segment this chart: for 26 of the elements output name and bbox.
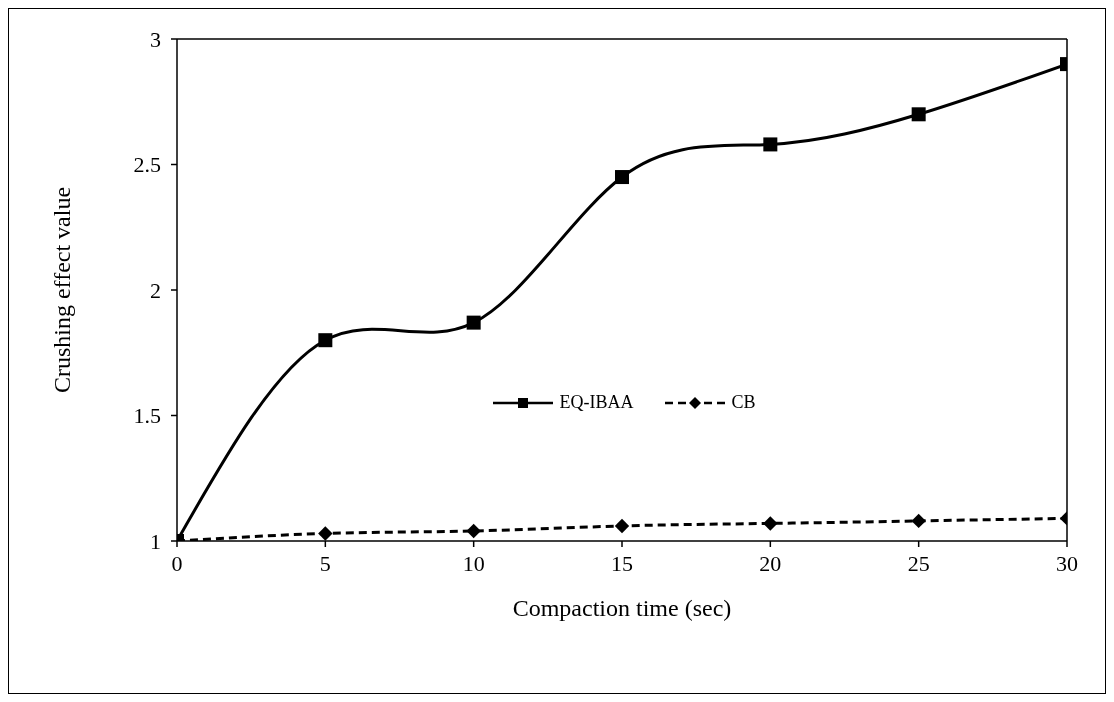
point [466,523,481,539]
y-axis-title: Crushing effect value [48,186,75,394]
point [763,137,778,152]
x-tick-label: 20 [759,550,782,576]
y-tick-label: 1 [150,528,161,554]
point [466,315,481,330]
point [318,333,333,348]
y-tick-label: 2.5 [133,152,161,178]
point [911,107,926,122]
x-tick-label: 0 [171,550,183,576]
y-tick-label: 2 [150,277,161,303]
legend-label: EQ-IBAA [559,392,634,414]
point [615,170,629,185]
x-tick-label: 10 [462,550,485,576]
x-tick-label: 30 [1056,550,1078,576]
legend-label: CB [731,392,756,414]
point [318,526,333,541]
y-tick-label: 1.5 [133,403,161,429]
point [614,518,630,534]
y-tick-label: 3 [150,26,161,52]
point [911,513,926,529]
point [763,516,778,531]
x-tick-label: 15 [611,550,633,576]
x-axis-title: Compaction time (sec) [512,595,732,622]
x-tick-label: 25 [907,550,930,576]
x-tick-label: 5 [319,550,331,576]
